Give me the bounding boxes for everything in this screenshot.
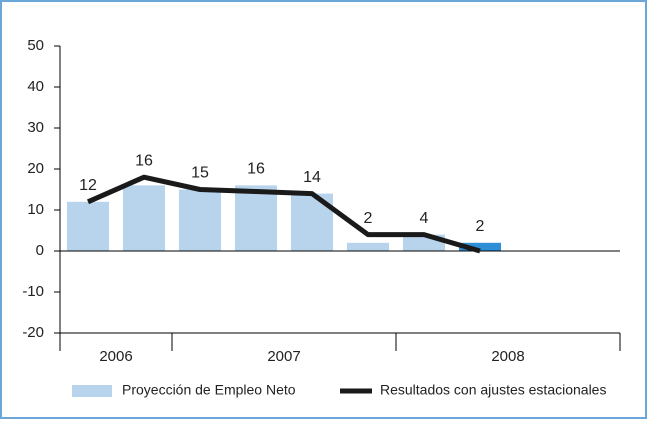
bar [235, 185, 277, 251]
legend-label: Proyección de Empleo Neto [122, 382, 296, 398]
value-label: 15 [191, 165, 209, 182]
group-label: 2008 [491, 348, 524, 365]
y-tick-label: 20 [27, 160, 44, 177]
y-tick-label: 40 [27, 78, 44, 95]
y-tick-label: 50 [27, 37, 44, 54]
bar [67, 201, 109, 251]
bar [347, 242, 389, 251]
value-label: 2 [364, 210, 373, 227]
y-tick-label: 0 [36, 242, 44, 259]
group-label: 2006 [99, 348, 132, 365]
value-label: 2 [476, 218, 485, 235]
bar [179, 189, 221, 251]
bar [123, 185, 165, 251]
y-tick-label: -20 [22, 324, 44, 341]
line [86, 174, 481, 254]
y-tick-label: 30 [27, 119, 44, 136]
group-label: 2007 [267, 348, 300, 365]
bar [459, 242, 501, 251]
legend-swatch [72, 385, 112, 397]
y-tick-label: -10 [22, 283, 44, 300]
value-label: 12 [79, 177, 97, 194]
y-tick-label: 10 [27, 201, 44, 218]
legend-label: Resultados con ajustes estacionales [380, 382, 606, 398]
value-label: 14 [303, 169, 321, 186]
value-label: 16 [135, 152, 153, 169]
value-label: 16 [247, 161, 265, 178]
value-label: 4 [420, 210, 429, 227]
